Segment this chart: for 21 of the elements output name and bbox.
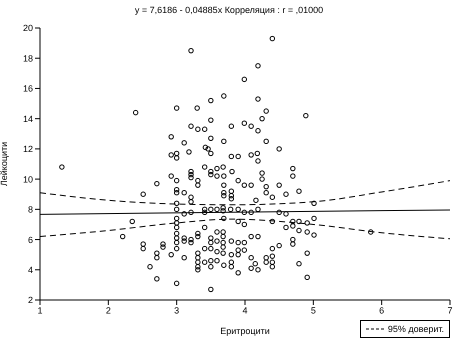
x-tick-label: 2 — [106, 305, 111, 316]
x-tick-label: 6 — [379, 305, 384, 316]
y-axis-title: Лейкоцити — [0, 142, 10, 186]
x-tick-label: 7 — [447, 305, 453, 316]
y-tick-label: 6 — [28, 234, 33, 245]
x-tick-label: 4 — [242, 305, 248, 316]
y-tick-label: 4 — [28, 264, 33, 275]
y-tick-label: 20 — [22, 23, 33, 34]
y-tick-label: 8 — [28, 204, 33, 215]
y-tick-label: 2 — [28, 295, 33, 306]
chart-title: y = 7,6186 - 0,04885x Корреляция : r = ,01000 — [134, 5, 324, 15]
y-tick-label: 14 — [22, 114, 33, 124]
x-tick-label: 1 — [37, 305, 43, 316]
legend-label: 95% доверит. — [388, 324, 444, 334]
y-tick-label: 12 — [22, 144, 33, 154]
y-tick-label: 18 — [22, 53, 33, 64]
y-tick-label: 16 — [22, 84, 33, 94]
x-tick-label: 3 — [174, 305, 180, 316]
x-tick-label: 5 — [310, 305, 316, 316]
y-tick-label: 10 — [22, 174, 33, 184]
x-axis-title: Еритроцити — [220, 326, 270, 336]
